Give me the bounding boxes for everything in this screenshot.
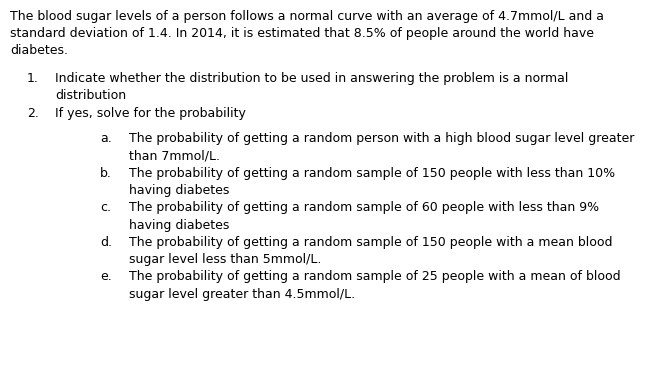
Text: The probability of getting a random sample of 150 people with less than 10%: The probability of getting a random samp… — [129, 167, 615, 180]
Text: 1.: 1. — [27, 72, 39, 85]
Text: e.: e. — [100, 270, 112, 283]
Text: d.: d. — [100, 236, 112, 249]
Text: having diabetes: having diabetes — [129, 219, 229, 232]
Text: standard deviation of 1.4. In 2014, it is estimated that 8.5% of people around t: standard deviation of 1.4. In 2014, it i… — [10, 27, 594, 40]
Text: Indicate whether the distribution to be used in answering the problem is a norma: Indicate whether the distribution to be … — [55, 72, 569, 85]
Text: b.: b. — [100, 167, 112, 180]
Text: If yes, solve for the probability: If yes, solve for the probability — [55, 107, 246, 120]
Text: having diabetes: having diabetes — [129, 184, 229, 197]
Text: diabetes.: diabetes. — [10, 44, 68, 57]
Text: The blood sugar levels of a person follows a normal curve with an average of 4.7: The blood sugar levels of a person follo… — [10, 10, 604, 23]
Text: sugar level less than 5mmol/L.: sugar level less than 5mmol/L. — [129, 253, 321, 266]
Text: sugar level greater than 4.5mmol/L.: sugar level greater than 4.5mmol/L. — [129, 288, 355, 301]
Text: 2.: 2. — [27, 107, 39, 120]
Text: distribution: distribution — [55, 90, 127, 102]
Text: c.: c. — [100, 201, 111, 214]
Text: than 7mmol/L.: than 7mmol/L. — [129, 150, 220, 163]
Text: The probability of getting a random sample of 60 people with less than 9%: The probability of getting a random samp… — [129, 201, 599, 214]
Text: a.: a. — [100, 132, 112, 145]
Text: The probability of getting a random person with a high blood sugar level greater: The probability of getting a random pers… — [129, 132, 634, 145]
Text: The probability of getting a random sample of 25 people with a mean of blood: The probability of getting a random samp… — [129, 270, 620, 283]
Text: The probability of getting a random sample of 150 people with a mean blood: The probability of getting a random samp… — [129, 236, 612, 249]
